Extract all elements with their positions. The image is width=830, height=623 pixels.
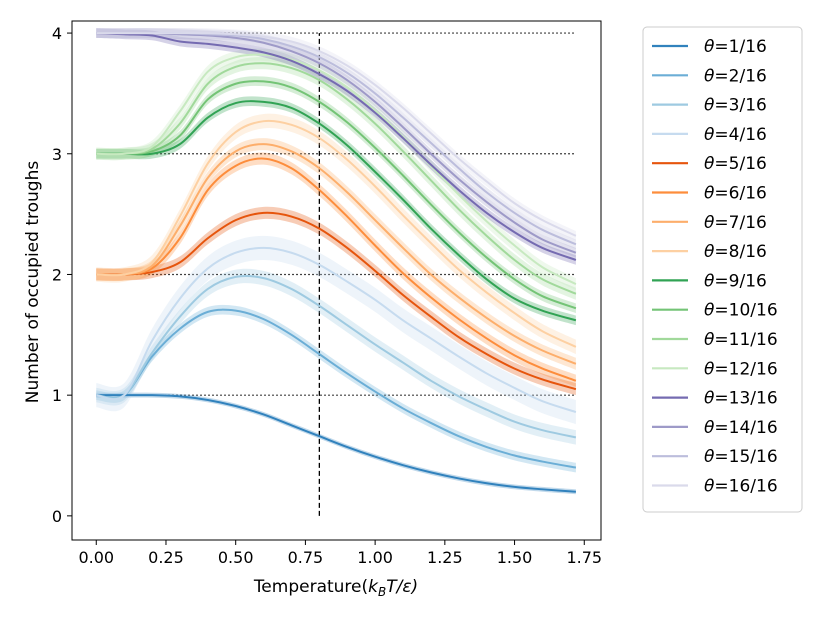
- legend-label-13: θ=13/16: [704, 389, 778, 409]
- legend-box: [642, 26, 803, 513]
- legend-label-2: θ=2/16: [704, 66, 767, 86]
- series-line-8: [96, 119, 577, 348]
- y-tick-label: 4: [52, 24, 62, 43]
- series-line-14: [96, 31, 577, 254]
- series-line-7: [96, 143, 577, 365]
- series-line-6: [96, 157, 577, 382]
- legend-label-6: θ=6/16: [704, 184, 767, 204]
- y-axis-label: Number of occupied troughs: [23, 161, 43, 404]
- series-band-9: [96, 96, 576, 326]
- series-band-11: [96, 57, 576, 300]
- series-line-1: [96, 394, 576, 493]
- x-axis-label: Temperature(kBT/ε): [253, 577, 418, 599]
- y-tick-label: 3: [52, 145, 62, 164]
- series-line-13: [96, 32, 577, 261]
- series-line-5: [96, 211, 577, 391]
- legend-label-8: θ=8/16: [704, 242, 767, 262]
- legend-label-9: θ=9/16: [704, 271, 767, 291]
- series-line-11: [96, 62, 577, 295]
- legend: θ=1/16 θ=2/16 θ=3/16 θ=4/16 θ=5/16 θ=6/16 θ=7/…: [642, 26, 803, 513]
- legend-label-16: θ=16/16: [704, 477, 778, 497]
- series-band-14: [96, 28, 576, 258]
- axes: 0.00 0.25 0.50 0.75 1.00 1.25 1.50 1.75 0 1 2 3 4: [52, 20, 602, 567]
- plot-frame: [71, 20, 602, 541]
- series-band-3: [96, 268, 576, 445]
- legend-label-4: θ=4/16: [704, 125, 767, 145]
- series-band-5: [96, 206, 576, 396]
- y-tick-label: 0: [52, 507, 62, 526]
- legend-label-7: θ=7/16: [704, 213, 767, 233]
- plot-area: [96, 28, 577, 516]
- legend-label-5: θ=5/16: [704, 154, 767, 174]
- y-tick-label: 2: [52, 265, 62, 284]
- legend-label-10: θ=10/16: [704, 301, 778, 321]
- x-tick-label: 0.50: [218, 548, 254, 567]
- x-tick-label: 0.75: [288, 548, 324, 567]
- y-tick-label: 1: [52, 386, 62, 405]
- legend-label-1: θ=1/16: [704, 37, 767, 57]
- legend-label-3: θ=3/16: [704, 96, 767, 116]
- series-line-12: [96, 53, 577, 286]
- series-band-10: [96, 76, 576, 314]
- legend-label-14: θ=14/16: [704, 418, 778, 438]
- series-line-9: [96, 100, 577, 322]
- x-tick-label: 0.00: [78, 548, 114, 567]
- series-line-2: [96, 308, 577, 469]
- series-line-3: [96, 274, 577, 439]
- x-tick-label: 1.75: [566, 548, 602, 567]
- legend-label-11: θ=11/16: [704, 330, 778, 350]
- legend-label-12: θ=12/16: [704, 359, 778, 379]
- legend-label-15: θ=15/16: [704, 447, 778, 467]
- series-band-2: [96, 304, 576, 473]
- series-band-6: [96, 152, 576, 387]
- x-tick-label: 1.00: [357, 548, 393, 567]
- x-tick-label: 1.25: [427, 548, 463, 567]
- x-tick-label: 0.25: [148, 548, 184, 567]
- series-band-7: [96, 138, 576, 370]
- series-line-10: [96, 80, 577, 310]
- x-tick-label: 1.50: [497, 548, 533, 567]
- series-line-16: [96, 31, 577, 237]
- series-line-4: [96, 246, 577, 414]
